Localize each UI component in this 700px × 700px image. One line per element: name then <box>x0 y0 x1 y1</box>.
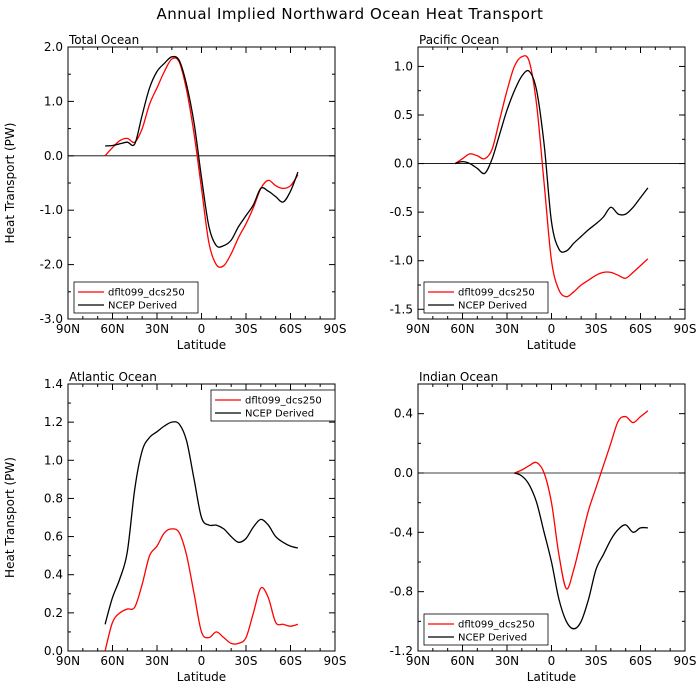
x-tick-label: 60N <box>100 654 124 668</box>
x-tick-label: 60S <box>629 654 652 668</box>
panel-atlantic-ocean: Atlantic Ocean 90N 60N 30N 0 30S 60S 90S 0.0 0.2 0… <box>3 370 346 684</box>
x-tick-label: 90S <box>674 654 697 668</box>
x-tick-label: 30N <box>495 322 519 336</box>
y-tick-label: -0.4 <box>390 525 413 539</box>
series-line-dflt099-dcs250 <box>104 57 299 268</box>
legend-entry: dflt099_dcs250 <box>458 620 535 631</box>
x-tick-label: 30S <box>235 322 258 336</box>
x-tick-label: 0 <box>198 322 206 336</box>
series-line-dflt099-dcs250 <box>454 55 649 298</box>
panel-title: Pacific Ocean <box>419 33 499 47</box>
x-tick-label: 0 <box>548 322 556 336</box>
y-tick-label: 1.4 <box>44 377 63 391</box>
panel-pacific-ocean: Pacific Ocean 90N 60N 30N 0 30S 60S 90S -1.5 -1.0… <box>390 33 697 352</box>
x-tick-label: 30N <box>495 654 519 668</box>
y-tick-label: 1.0 <box>44 453 63 467</box>
x-tick-label: 90N <box>406 654 430 668</box>
x-tick-label: 90S <box>324 322 347 336</box>
legend-box <box>423 281 549 314</box>
y-tick-label: 0.2 <box>44 606 63 620</box>
legend-entry: NCEP Derived <box>458 301 527 312</box>
x-tick-label: 60N <box>450 654 474 668</box>
y-tick-label: 0.8 <box>44 491 63 505</box>
x-tick-label: 90N <box>56 322 80 336</box>
y-tick-label: 2.0 <box>44 40 63 54</box>
y-tick-label: 0.0 <box>44 149 63 163</box>
y-tick-label: 1.2 <box>44 415 63 429</box>
y-tick-label: -3.0 <box>40 312 63 326</box>
x-tick-label: 60S <box>279 322 302 336</box>
x-tick-label: 60N <box>100 322 124 336</box>
legend: dflt099_dcs250 NCEP Derived <box>210 389 336 422</box>
y-tick-label: 0.5 <box>394 108 413 122</box>
x-axis-label: Latitude <box>527 338 576 352</box>
y-tick-label: 1.0 <box>44 94 63 108</box>
x-tick-label: 0 <box>198 654 206 668</box>
legend-entry: NCEP Derived <box>458 633 527 644</box>
x-axis-label: Latitude <box>177 670 226 684</box>
x-tick-label: 30S <box>585 654 608 668</box>
legend-entry: dflt099_dcs250 <box>108 288 185 299</box>
x-tick-label: 30S <box>585 322 608 336</box>
legend: dflt099_dcs250 NCEP Derived <box>423 281 549 314</box>
x-axis-label: Latitude <box>177 338 226 352</box>
legend: dflt099_dcs250 NCEP Derived <box>423 613 549 646</box>
legend-entry: dflt099_dcs250 <box>245 396 322 407</box>
y-tick-label: -1.2 <box>390 644 413 658</box>
series-line-dflt099-dcs250 <box>104 528 299 652</box>
y-tick-label: -2.0 <box>40 258 63 272</box>
x-axis-label: Latitude <box>527 670 576 684</box>
series-line-dflt099-dcs250 <box>514 410 649 590</box>
panel-title: Total Ocean <box>68 33 139 47</box>
y-tick-label: 0.0 <box>394 157 413 171</box>
y-tick-label: 1.0 <box>394 59 413 73</box>
figure-title: Annual Implied Northward Ocean Heat Tran… <box>157 5 544 23</box>
legend-entry: NCEP Derived <box>245 409 314 420</box>
legend-box <box>423 613 549 646</box>
y-tick-label: 0.0 <box>44 644 63 658</box>
x-tick-label: 60S <box>629 322 652 336</box>
series-line-ncep-derived <box>105 55 299 248</box>
y-tick-label: -0.8 <box>390 585 413 599</box>
legend: dflt099_dcs250 NCEP Derived <box>73 281 199 314</box>
series-line-ncep-derived <box>514 472 648 630</box>
y-axis-label: Heat Transport (PW) <box>3 457 17 578</box>
y-tick-label: -0.5 <box>390 205 413 219</box>
series-line-ncep-derived <box>104 421 299 625</box>
y-axis-label: Heat Transport (PW) <box>3 123 17 244</box>
x-tick-label: 60N <box>450 322 474 336</box>
panel-total-ocean: Total Ocean 90N 60N 30N 0 30S 60S 90S -3.0 -2.0 -1… <box>3 33 346 352</box>
legend-box <box>73 281 199 314</box>
plot-frame <box>417 383 686 652</box>
legend-entry: dflt099_dcs250 <box>458 288 535 299</box>
x-tick-label: 90S <box>674 322 697 336</box>
legend-box <box>210 389 336 422</box>
panel-title: Atlantic Ocean <box>69 370 157 384</box>
x-tick-label: 0 <box>548 654 556 668</box>
x-tick-label: 90S <box>324 654 347 668</box>
x-tick-label: 30N <box>145 322 169 336</box>
y-tick-label: -1.0 <box>40 203 63 217</box>
y-tick-label: 0.4 <box>44 568 63 582</box>
panel-indian-ocean: Indian Ocean 90N 60N 30N 0 30S 60S 90S -1.2 -0.8 -… <box>390 370 697 684</box>
panel-title: Indian Ocean <box>419 370 498 384</box>
legend-entry: NCEP Derived <box>108 301 177 312</box>
x-tick-label: 90N <box>56 654 80 668</box>
x-tick-label: 30N <box>145 654 169 668</box>
y-tick-label: -1.0 <box>390 254 413 268</box>
y-tick-label: 0.0 <box>394 466 413 480</box>
series-line-ncep-derived <box>454 69 649 253</box>
y-tick-label: 0.4 <box>394 407 413 421</box>
x-tick-label: 30S <box>235 654 258 668</box>
x-tick-label: 60S <box>279 654 302 668</box>
y-tick-label: 0.6 <box>44 530 63 544</box>
plot-frame <box>67 46 336 320</box>
y-tick-label: -1.5 <box>390 302 413 316</box>
x-tick-label: 90N <box>406 322 430 336</box>
plot-frame <box>417 46 686 320</box>
